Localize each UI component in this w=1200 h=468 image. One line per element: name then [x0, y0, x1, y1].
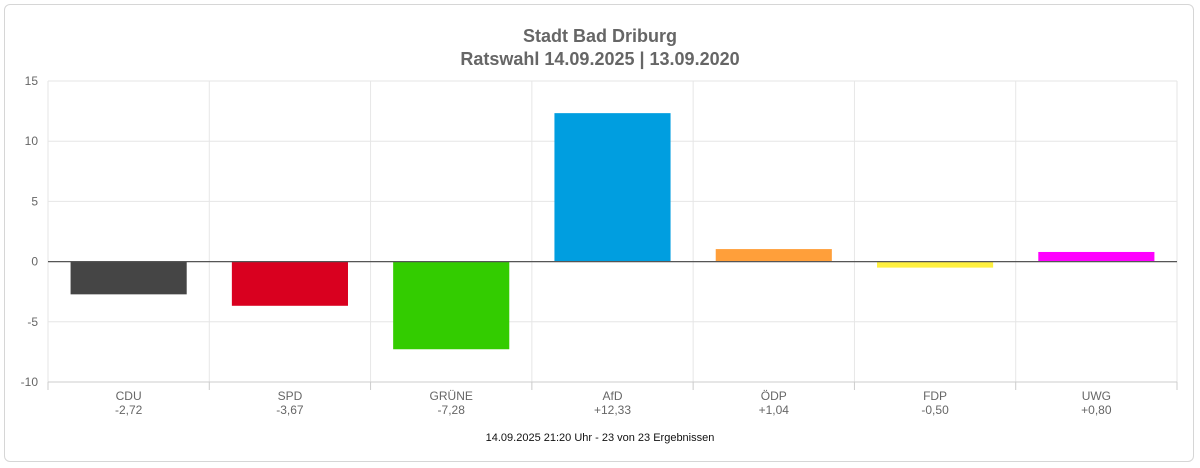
value-label: +1,04: [759, 403, 790, 417]
bar-uwg: [1038, 251, 1155, 262]
value-label: -2,72: [115, 403, 143, 417]
y-tick-label: -5: [27, 315, 38, 329]
chart-title: Stadt Bad Driburg: [522, 26, 677, 46]
chart-footer: 14.09.2025 21:20 Uhr - 23 von 23 Ergebni…: [485, 432, 715, 444]
bar-ödp: [715, 249, 832, 262]
category-label: AfD: [602, 389, 622, 403]
category-label: SPD: [278, 389, 303, 403]
bar-cdu: [70, 261, 187, 295]
bar-afd: [554, 113, 671, 262]
bar-fdp: [877, 261, 994, 268]
value-label: +0,80: [1081, 403, 1112, 417]
y-tick-label: 15: [25, 74, 39, 88]
value-label: +12,33: [594, 403, 631, 417]
value-label: -7,28: [438, 403, 466, 417]
y-tick-label: 10: [25, 134, 39, 148]
y-tick-label: -10: [21, 375, 39, 389]
chart-subtitle: Ratswahl 14.09.2025 | 13.09.2020: [460, 49, 740, 69]
value-label: -0,50: [921, 403, 949, 417]
bar-spd: [231, 261, 348, 306]
category-label: GRÜNE: [430, 389, 473, 403]
value-label: -3,67: [276, 403, 304, 417]
category-label: ÖDP: [761, 389, 787, 403]
category-label: UWG: [1082, 389, 1111, 403]
y-tick-label: 5: [31, 194, 38, 208]
y-tick-label: 0: [31, 255, 38, 269]
bar-grüne: [393, 261, 510, 350]
category-label: CDU: [116, 389, 142, 403]
category-label: FDP: [923, 389, 947, 403]
